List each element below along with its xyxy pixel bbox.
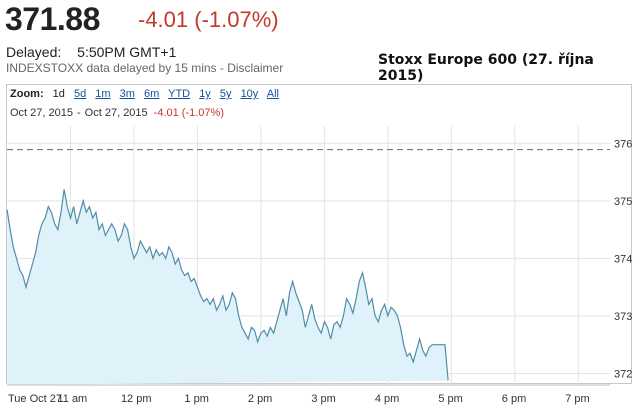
source-text: INDEXSTOXX data delayed by 15 mins -: [6, 61, 228, 75]
disclaimer-link[interactable]: Disclaimer: [227, 61, 284, 75]
x-tick-label: 12 pm: [121, 393, 152, 405]
x-tick-label: 7 pm: [565, 393, 589, 405]
y-tick-label: 375: [614, 196, 632, 208]
zoom-option-1d[interactable]: 1d: [52, 88, 65, 100]
range-change: -4.01 (-1.07%): [153, 107, 224, 119]
quote-price: 371.88: [5, 1, 100, 37]
x-tick-label: 1 pm: [184, 393, 208, 405]
x-tick-label: 2 pm: [248, 393, 272, 405]
zoom-option-3m[interactable]: 3m: [119, 88, 135, 100]
source-note: INDEXSTOXX data delayed by 15 mins - Dis…: [6, 61, 283, 75]
y-tick-label: 373: [614, 311, 632, 323]
x-tick-label: Tue Oct 27: [8, 393, 62, 405]
y-tick-label: 372: [614, 368, 632, 380]
overlay-title: Stoxx Europe 600 (27. října 2015): [378, 52, 594, 84]
delayed-time: 5:50PM GMT+1: [77, 44, 177, 60]
date-range: Oct 27, 2015- Oct 27, 2015 -4.01 (-1.07%): [10, 107, 224, 119]
zoom-label: Zoom:: [10, 88, 44, 100]
x-tick-label: 6 pm: [502, 393, 526, 405]
zoom-option-1y[interactable]: 1y: [199, 88, 211, 100]
zoom-option-all[interactable]: All: [266, 88, 279, 100]
delayed-label: Delayed:: [6, 44, 62, 60]
y-tick-label: 374: [614, 253, 632, 265]
range-separator: -: [77, 107, 81, 119]
x-tick-label: 3 pm: [311, 393, 335, 405]
x-tick-label: 5 pm: [438, 393, 462, 405]
zoom-selector: Zoom: 1d 5d 1m 3m 6m YTD 1y 5y 10y All: [10, 88, 285, 100]
price-line: [6, 189, 449, 381]
x-tick-label: 4 pm: [375, 393, 399, 405]
quote-change: -4.01 (-1.07%): [138, 7, 279, 32]
zoom-option-5d[interactable]: 5d: [73, 88, 87, 100]
zoom-option-10y[interactable]: 10y: [240, 88, 259, 100]
range-start-date[interactable]: Oct 27, 2015: [10, 107, 73, 119]
zoom-option-5y[interactable]: 5y: [219, 88, 232, 100]
zoom-option-ytd[interactable]: YTD: [168, 88, 191, 100]
delayed-status: Delayed: 5:50PM GMT+1: [6, 44, 176, 60]
price-area-fill: [7, 189, 449, 385]
x-tick-label: 11 am: [57, 393, 87, 405]
chart-panel: [6, 84, 632, 384]
y-tick-label: 376: [614, 138, 632, 150]
zoom-option-6m[interactable]: 6m: [143, 88, 160, 100]
zoom-option-1m[interactable]: 1m: [95, 88, 111, 100]
range-end-date[interactable]: Oct 27, 2015: [84, 107, 148, 119]
